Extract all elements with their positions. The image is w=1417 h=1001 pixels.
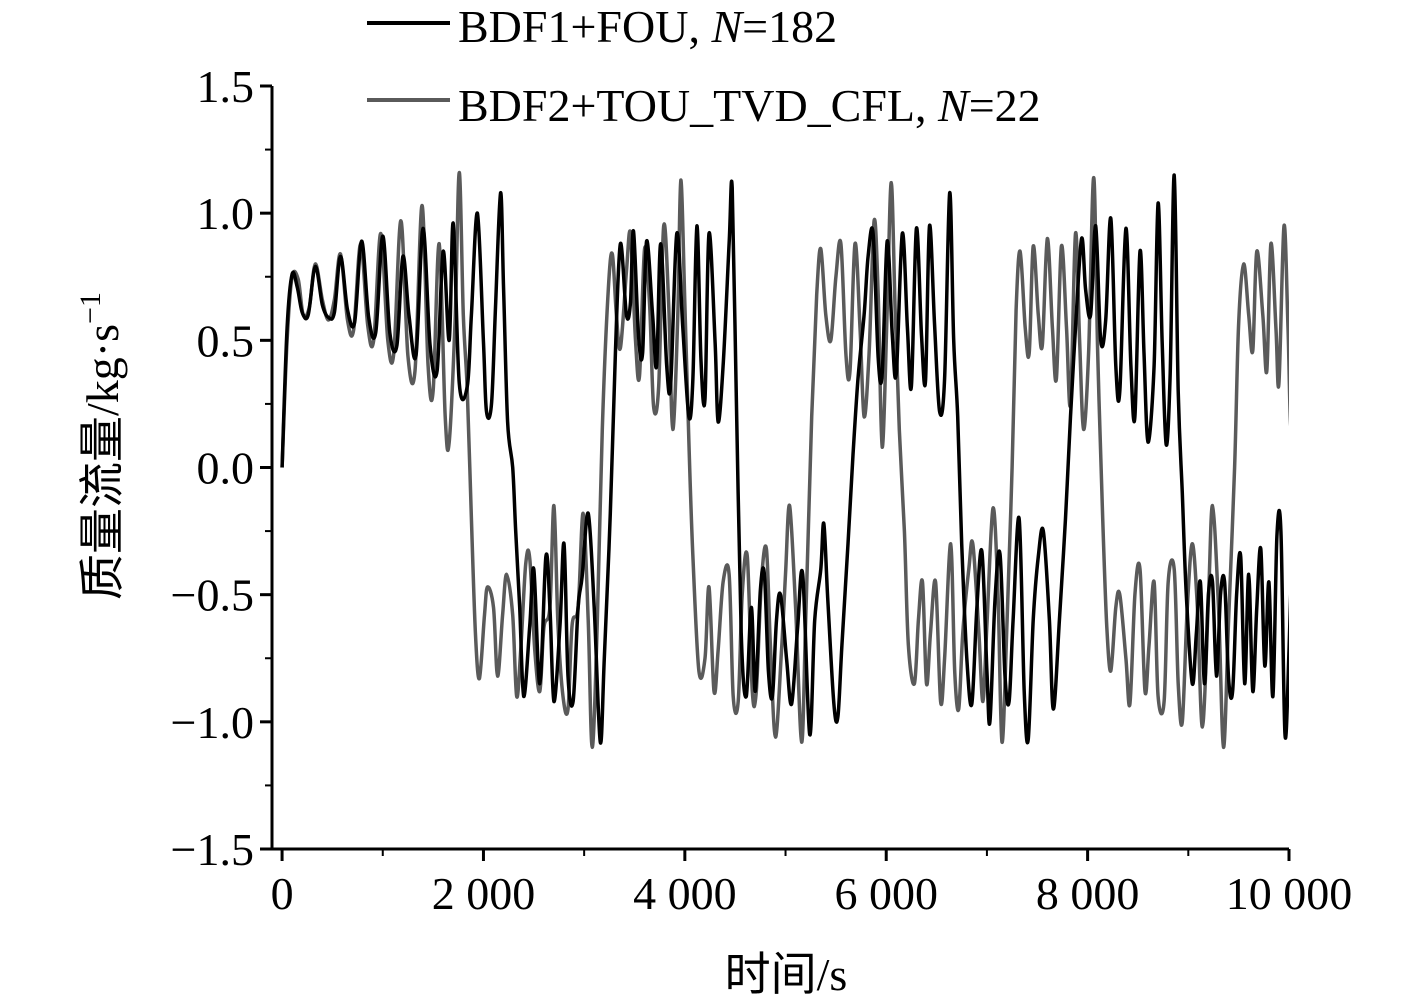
y-tick-label: −0.5	[171, 570, 254, 621]
y-axis-label: 质量流量/kg·s−1	[74, 292, 128, 600]
x-tick-label: 6 000	[834, 868, 938, 919]
x-ticks: 0 2 000 4 000 6 000 8 000 10 000	[271, 849, 1353, 919]
x-tick-label: 0	[271, 868, 294, 919]
x-tick-label: 4 000	[633, 868, 737, 919]
y-tick-label: 0.0	[197, 443, 255, 494]
series-line-1	[280, 173, 1289, 745]
y-tick-label: 0.5	[197, 315, 255, 366]
legend: BDF1+FOU, N=182 BDF2+TOU_TVD_CFL, N=22	[367, 1, 1041, 131]
y-tick-label: −1.0	[171, 697, 254, 748]
series-group	[280, 170, 1289, 750]
y-tick-label: 1.5	[197, 61, 255, 112]
x-tick-label: 8 000	[1036, 868, 1140, 919]
x-tick-label: 2 000	[432, 868, 536, 919]
y-ticks: 1.5 1.0 0.5 0.0 −0.5 −1.0 −1.5	[171, 61, 272, 875]
x-axis-label: 时间/s	[725, 949, 848, 1000]
legend-label-series-2: BDF2+TOU_TVD_CFL, N=22	[458, 80, 1041, 131]
y-tick-label: 1.0	[197, 188, 255, 239]
legend-label-series-1: BDF1+FOU, N=182	[458, 1, 837, 52]
x-tick-label: 10 000	[1226, 868, 1353, 919]
y-axis-label-main: 质量流量/kg·s	[77, 324, 128, 600]
y-tick-label: −1.5	[171, 824, 254, 875]
series-line-2	[280, 170, 1289, 750]
y-axis-label-exponent: −1	[74, 292, 107, 324]
